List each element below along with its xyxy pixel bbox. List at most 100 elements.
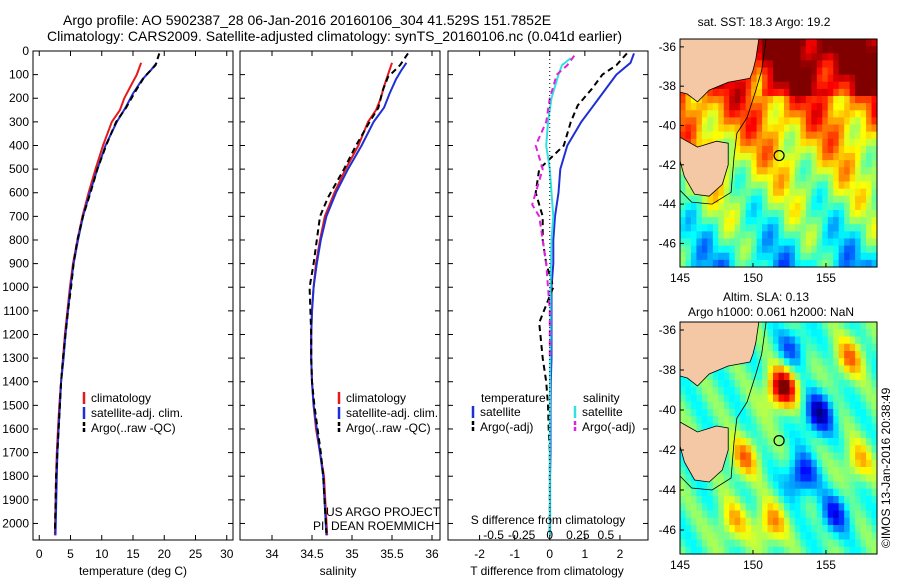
- sla_map-cell: [767, 401, 774, 410]
- sst_map-cell: [805, 181, 812, 190]
- sst_map-cell: [701, 210, 708, 218]
- sst_map-cell: [740, 81, 747, 90]
- sla_map-cell: [822, 430, 829, 439]
- sla_map-cell: [811, 401, 818, 410]
- sst_map-cell: [800, 131, 807, 140]
- sst_map-cell: [729, 110, 736, 118]
- sla_map-cell: [778, 387, 785, 396]
- sst_map-cell: [827, 124, 834, 133]
- sst_map-cell: [762, 103, 769, 111]
- sla_map-cell: [789, 532, 796, 541]
- sla_map-cell: [849, 416, 856, 425]
- sla_map-cell: [712, 503, 719, 512]
- sla_map-cell: [756, 445, 763, 454]
- sst_map-cell: [773, 259, 780, 268]
- sst_map-cell: [822, 60, 829, 69]
- sst_map-cell: [778, 124, 785, 133]
- sst_map-cell: [718, 103, 725, 111]
- sla_map-cell: [838, 474, 845, 483]
- sst_map-cell: [773, 160, 780, 168]
- sst_map-cell: [816, 124, 823, 133]
- sst_map-cell: [734, 174, 741, 183]
- sla_map-cell: [745, 525, 752, 533]
- sst_map-cell: [767, 245, 774, 254]
- sla_map-cell: [816, 387, 823, 396]
- sst_map-cell: [855, 124, 862, 133]
- sla_map-cell: [827, 445, 834, 454]
- sla_map-cell: [783, 539, 791, 548]
- sla_map-cell: [794, 452, 801, 461]
- sst_map-cell: [844, 238, 851, 247]
- sst_map-cell: [844, 181, 851, 190]
- sst_map-cell: [783, 46, 791, 54]
- sla_map-cell: [844, 488, 851, 497]
- sst_map-cell: [680, 124, 687, 133]
- sla_map-cell: [789, 525, 796, 533]
- legend-label: satellite: [582, 405, 623, 419]
- sst_map-cell: [729, 160, 736, 168]
- sla_map-cell: [783, 387, 791, 396]
- sst_map-cell: [701, 259, 708, 268]
- sst_map-cell: [756, 231, 763, 240]
- sla_map-cell: [816, 380, 823, 388]
- sla_map-cell: [838, 445, 845, 454]
- sla_map-cell: [773, 401, 780, 410]
- sla_map-cell: [680, 496, 687, 504]
- sla_map-cell: [838, 394, 845, 403]
- sla_map-cell: [833, 503, 840, 512]
- sst_map-cell: [822, 53, 829, 61]
- sla_map-cell: [745, 409, 752, 417]
- sla_map-cell: [844, 496, 851, 504]
- sla_map-cell: [723, 467, 730, 475]
- sla_map-cell: [701, 546, 708, 555]
- sst_map-cell: [696, 245, 703, 254]
- sla_map-cell: [745, 532, 752, 541]
- sla_map-cell: [866, 322, 873, 330]
- sst_map-cell: [734, 124, 741, 133]
- sla_map-cell: [707, 481, 714, 490]
- sla_map-cell: [762, 438, 769, 446]
- sst_map-cell: [805, 174, 812, 183]
- sla_map-cell: [762, 546, 769, 555]
- sla_map-cell: [723, 459, 730, 468]
- sst_map-cell: [871, 224, 878, 232]
- sst_map-cell: [745, 202, 752, 211]
- sst_map-cell: [811, 231, 818, 240]
- sst_map-cell: [767, 39, 774, 47]
- legend-label: climatology: [91, 391, 151, 405]
- sst_map-cell: [816, 160, 823, 168]
- sla_map-cell: [838, 351, 845, 359]
- sst_map-cell: [751, 217, 758, 225]
- sla_map-cell: [773, 343, 780, 352]
- sst_map-cell: [822, 103, 829, 111]
- sst_map-cell: [816, 245, 823, 254]
- sla_map-cell: [740, 445, 747, 454]
- sst_map-cell: [680, 96, 687, 104]
- sst_map-cell: [767, 74, 774, 83]
- sla_map-cell: [701, 423, 708, 432]
- sla_map-cell: [794, 539, 801, 548]
- sla_map-cell: [827, 459, 834, 468]
- sst_map-cell: [844, 46, 851, 54]
- sst_map-cell: [745, 88, 752, 97]
- sst_map-cell: [849, 174, 856, 183]
- sla_map-cell: [751, 452, 758, 461]
- sla_map-cell: [767, 430, 774, 439]
- sla_map-cell: [734, 539, 741, 548]
- sst_map-cell: [860, 88, 867, 97]
- sst_map-cell: [805, 238, 812, 247]
- sla_map-cell: [805, 481, 812, 490]
- sst_map-cell: [696, 195, 703, 204]
- sla_map-ytick-label: -42: [659, 443, 677, 457]
- sla_map-cell: [773, 539, 780, 548]
- sst_map-cell: [723, 202, 730, 211]
- sla_map-cell: [680, 387, 687, 396]
- sla_map-cell: [816, 343, 823, 352]
- sst_map-cell: [783, 167, 791, 175]
- sst_map-cell: [734, 138, 741, 147]
- sst_map-cell: [767, 81, 774, 90]
- sst_map-cell: [778, 81, 785, 90]
- sst_map-cell: [816, 81, 823, 90]
- depth-tick-label: 0: [22, 44, 29, 58]
- sla_map-cell: [734, 488, 741, 497]
